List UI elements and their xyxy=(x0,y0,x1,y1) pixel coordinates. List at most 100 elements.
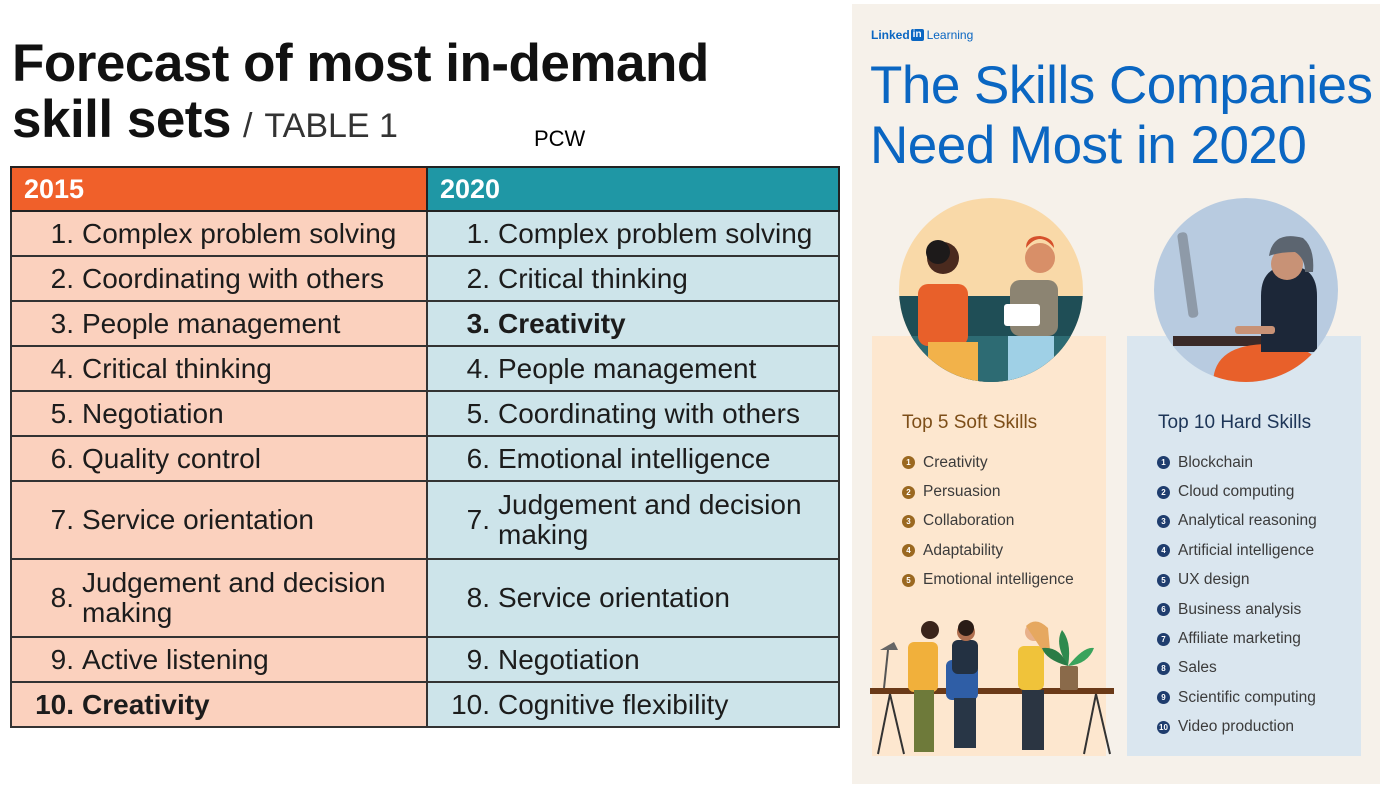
team-meeting-illustration xyxy=(870,620,1114,755)
cell-2015: 5. Negotiation xyxy=(10,390,428,437)
cell-2020: 3. Creativity xyxy=(426,300,840,347)
cell-2020: 6. Emotional intelligence xyxy=(426,435,840,482)
skill-label: Creativity xyxy=(923,453,988,471)
skill-name: Judgement and decision making xyxy=(498,489,802,550)
rank-number: 3. xyxy=(50,307,74,339)
soft-skills-heading: Top 5 Soft Skills xyxy=(902,412,1038,433)
list-item: 1 Creativity xyxy=(902,448,1074,477)
number-badge-icon: 5 xyxy=(1157,573,1170,587)
source-tag: PCW xyxy=(534,126,586,151)
number-badge-icon: 9 xyxy=(1157,691,1170,705)
skill-name: Cognitive flexibility xyxy=(498,688,729,720)
list-item: 2 Cloud computing xyxy=(1157,477,1317,506)
list-item: 7 Affiliate marketing xyxy=(1157,624,1317,653)
cell-2015: 10. Creativity xyxy=(10,681,428,728)
table-row: 8. Judgement and decision making 8. Servic… xyxy=(10,558,840,638)
number-badge-icon: 3 xyxy=(1157,514,1170,528)
list-item: 3 Collaboration xyxy=(902,507,1074,536)
skill-name: Service orientation xyxy=(82,504,314,535)
skill-name: Negotiation xyxy=(498,643,640,675)
number-badge-icon: 8 xyxy=(1157,661,1170,675)
infographic-title-line2: Need Most in 2020 xyxy=(870,116,1307,175)
rank-number: 9. xyxy=(50,643,74,675)
list-item: 5 UX design xyxy=(1157,566,1317,595)
cell-2020: 10. Cognitive flexibility xyxy=(426,681,840,728)
number-badge-icon: 4 xyxy=(1157,544,1170,558)
skill-label: Video production xyxy=(1178,718,1295,736)
hard-skills-heading: Top 10 Hard Skills xyxy=(1158,412,1312,433)
skill-name-highlighted: Creativity xyxy=(498,307,626,339)
rank-number: 6. xyxy=(466,442,490,474)
cell-2020: 8. Service orientation xyxy=(426,558,840,638)
skill-name: Complex problem solving xyxy=(498,217,813,249)
forecast-title: Forecast of most in-demand skill sets / TA… xyxy=(12,36,709,154)
table-row: 10. Creativity 10. Cognitive flexibility xyxy=(10,681,840,728)
cell-2020: 7. Judgement and decision making xyxy=(426,480,840,560)
forecast-title-line2: skill sets xyxy=(12,90,231,149)
rank-number: 2. xyxy=(466,262,490,294)
skill-label: Blockchain xyxy=(1178,453,1253,471)
skill-name: Emotional intelligence xyxy=(498,442,771,474)
skill-name: Coordinating with others xyxy=(82,262,384,294)
skill-label: Analytical reasoning xyxy=(1178,512,1317,530)
cell-2015: 7. Service orientation xyxy=(10,480,428,560)
skill-name: Negotiation xyxy=(82,397,224,429)
list-item: 5 Emotional intelligence xyxy=(902,566,1074,595)
number-badge-icon: 1 xyxy=(902,456,915,470)
soft-skills-list: 1 Creativity 2 Persuasion 3 Collaboration 4… xyxy=(902,448,1074,595)
list-item: 6 Business analysis xyxy=(1157,595,1317,624)
table-caption: / TABLE 1 xyxy=(243,107,398,145)
table-row: 9. Active listening 9. Negotiation xyxy=(10,636,840,683)
skill-label: Sales xyxy=(1178,659,1217,677)
table-row: 2. Coordinating with others 2. Critical th… xyxy=(10,255,840,302)
cell-2015: 4. Critical thinking xyxy=(10,345,428,392)
table-body: 1. Complex problem solving 1. Complex prob… xyxy=(10,210,840,728)
number-badge-icon: 7 xyxy=(1157,632,1170,646)
skill-label: Artificial intelligence xyxy=(1178,541,1315,559)
cell-2020: 4. People management xyxy=(426,345,840,392)
skill-label: Business analysis xyxy=(1178,600,1302,618)
skill-label: Persuasion xyxy=(923,483,1001,501)
header-2015: 2015 xyxy=(10,166,428,212)
number-badge-icon: 6 xyxy=(1157,603,1170,617)
rank-number: 7. xyxy=(50,504,74,535)
table-row: 6. Quality control 6. Emotional intelligen… xyxy=(10,435,840,482)
computer-user-illustration xyxy=(1154,198,1338,382)
cell-2015: 6. Quality control xyxy=(10,435,428,482)
table-row: 7. Service orientation 7. Judgement and de… xyxy=(10,480,840,560)
forecast-figure: Forecast of most in-demand skill sets / TA… xyxy=(10,36,840,728)
list-item: 3 Analytical reasoning xyxy=(1157,507,1317,536)
list-item: 10 Video production xyxy=(1157,713,1317,742)
cell-2020: 1. Complex problem solving xyxy=(426,210,840,257)
skill-name: Active listening xyxy=(82,643,269,675)
hard-skills-panel: Top 10 Hard Skills 1 Blockchain 2 Cloud co… xyxy=(1127,336,1361,756)
skill-name: Complex problem solving xyxy=(82,217,397,249)
brand-prefix: Linked xyxy=(871,28,910,42)
brand-in-box: in xyxy=(910,29,924,41)
brand-suffix: Learning xyxy=(926,28,974,42)
skill-label: Collaboration xyxy=(923,512,1015,530)
caption-text: TABLE 1 xyxy=(264,107,398,145)
cell-2020: 5. Coordinating with others xyxy=(426,390,840,437)
skill-label: UX design xyxy=(1178,571,1250,589)
list-item: 9 Scientific computing xyxy=(1157,683,1317,712)
list-item: 4 Artificial intelligence xyxy=(1157,536,1317,565)
skill-label: Affiliate marketing xyxy=(1178,630,1301,648)
skill-name: Critical thinking xyxy=(82,352,272,384)
rank-number: 9. xyxy=(466,643,490,675)
table-header-row: 2015 2020 xyxy=(10,166,840,212)
rank-number: 6. xyxy=(50,442,74,474)
rank-number: 4. xyxy=(50,352,74,384)
number-badge-icon: 2 xyxy=(1157,485,1170,499)
rank-number: 7. xyxy=(466,504,490,535)
skills-table: 2015 2020 1. Complex problem solving 1. Co… xyxy=(10,166,840,728)
number-badge-icon: 1 xyxy=(1157,456,1170,470)
rank-number: 1. xyxy=(50,217,74,249)
hard-skills-list: 1 Blockchain 2 Cloud computing 3 Analytical… xyxy=(1157,448,1317,742)
cell-2020: 2. Critical thinking xyxy=(426,255,840,302)
header-2020: 2020 xyxy=(426,166,840,212)
infographic-title: The Skills Companies Need Most in 2020 xyxy=(870,56,1373,176)
rank-number: 10. xyxy=(451,688,490,720)
rank-number: 8. xyxy=(50,582,74,613)
rank-number: 2. xyxy=(50,262,74,294)
